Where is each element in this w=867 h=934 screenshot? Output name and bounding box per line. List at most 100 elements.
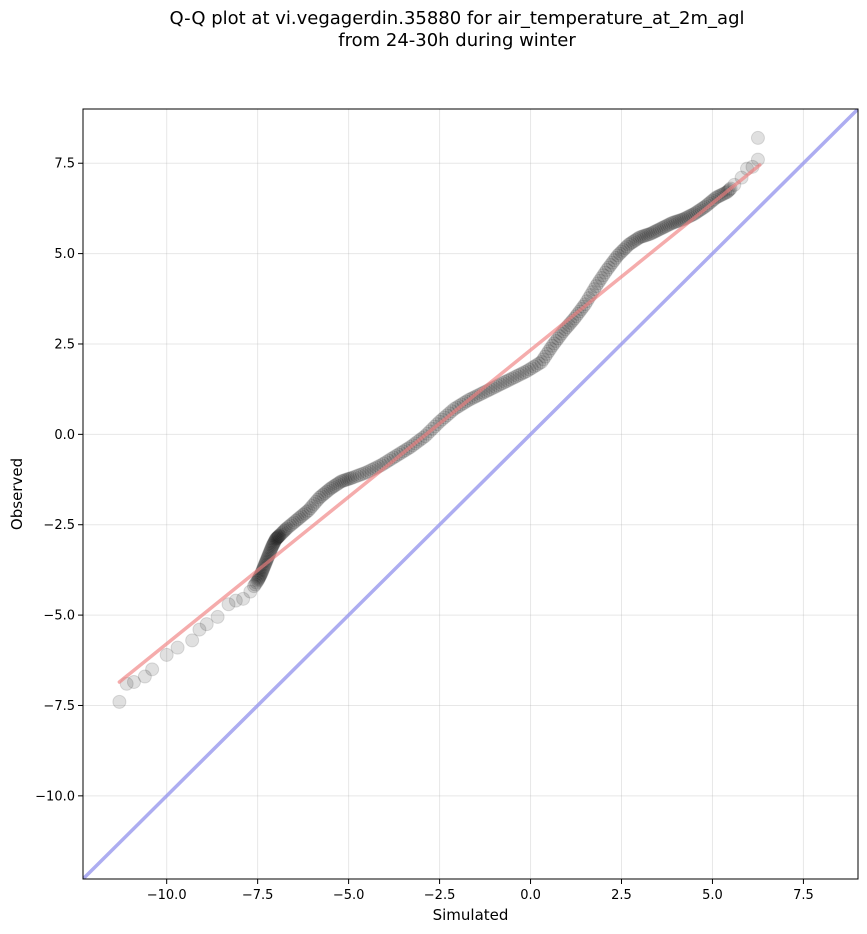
qq-point — [656, 220, 671, 235]
qq-point — [549, 333, 564, 348]
qq-point — [248, 577, 263, 592]
y-tick-label: 5.0 — [54, 247, 75, 262]
y-tick-label: −10.0 — [35, 789, 75, 804]
qq-point — [288, 513, 303, 528]
qq-point — [323, 481, 338, 496]
qq-point — [112, 694, 127, 709]
chart-title-line-2: from 24-30h during winter — [338, 30, 576, 51]
grid — [83, 109, 858, 879]
qq-point — [621, 237, 636, 252]
qq-point — [264, 540, 279, 555]
qq-point — [159, 647, 174, 662]
qq-point — [296, 507, 311, 522]
qq-point — [328, 477, 343, 492]
qq-point — [643, 226, 658, 241]
qq-point — [493, 377, 508, 392]
qq-point — [283, 518, 298, 533]
plot-data — [83, 109, 858, 879]
qq-point — [632, 230, 647, 245]
qq-point — [228, 593, 243, 608]
x-tick-label: −2.5 — [424, 888, 456, 903]
qq-point — [251, 572, 266, 587]
qq-point — [623, 236, 638, 251]
qq-point — [339, 472, 354, 487]
chart-title: Q-Q plot at vi.vegagerdin.35880 for air_… — [0, 8, 867, 52]
qq-point — [276, 524, 291, 539]
qq-point — [587, 282, 602, 297]
qq-point — [327, 479, 342, 494]
qq-point — [661, 217, 676, 232]
x-axis-label: Simulated — [433, 906, 509, 924]
qq-point — [362, 464, 377, 479]
qq-point — [347, 469, 362, 484]
qq-point — [663, 216, 678, 231]
qq-point — [267, 535, 282, 550]
qq-point — [250, 573, 265, 588]
y-tick-label: 0.0 — [54, 428, 75, 443]
qq-point — [612, 246, 627, 261]
qq-point — [634, 229, 649, 244]
qq-point — [532, 356, 547, 371]
qq-point — [341, 471, 356, 486]
qq-point — [343, 471, 358, 486]
qq-point — [294, 509, 309, 524]
qq-point — [301, 503, 316, 518]
qq-point — [249, 575, 264, 590]
qq-point — [290, 512, 305, 527]
qq-point — [352, 468, 367, 483]
qq-point — [522, 362, 537, 377]
qq-point — [610, 248, 625, 263]
qq-point — [670, 214, 685, 229]
qq-point — [137, 669, 152, 684]
qq-point — [357, 466, 372, 481]
qq-point — [317, 486, 332, 501]
qq-point — [543, 341, 558, 356]
x-tick-label: 0.0 — [520, 888, 541, 903]
qq-point — [539, 346, 554, 361]
qq-point — [287, 515, 302, 530]
qq-point — [507, 370, 522, 385]
qq-point — [332, 475, 347, 490]
qq-point — [269, 531, 284, 546]
chart-title-line-1: Q-Q plot at vi.vegagerdin.35880 for air_… — [169, 8, 745, 29]
qq-point — [538, 349, 553, 364]
y-axis-label: Observed — [8, 458, 26, 530]
qq-point — [592, 273, 607, 288]
qq-point — [345, 470, 360, 485]
qq-point — [210, 609, 225, 624]
qq-point — [524, 361, 539, 376]
fit-line — [117, 163, 762, 684]
qq-point — [336, 473, 351, 488]
qq-point — [307, 496, 322, 511]
qq-point — [609, 250, 624, 265]
qq-point — [654, 221, 669, 236]
qq-point — [274, 526, 289, 541]
y-tick-label: −7.5 — [43, 699, 75, 714]
qq-point — [652, 222, 667, 237]
x-tick-label: 7.5 — [793, 888, 814, 903]
qq-point — [268, 532, 283, 547]
qq-point — [534, 355, 549, 370]
identity-line — [83, 109, 858, 879]
qq-point — [321, 483, 336, 498]
qq-point — [319, 484, 334, 499]
qq-point — [490, 378, 505, 393]
y-tick-label: 7.5 — [54, 157, 75, 172]
qq-point — [192, 622, 207, 637]
qq-point — [569, 309, 584, 324]
qq-point — [599, 262, 614, 277]
x-tick-label: −5.0 — [333, 888, 365, 903]
qq-point — [277, 523, 292, 538]
qq-point — [750, 130, 765, 145]
qq-point — [265, 538, 280, 553]
qq-point — [589, 279, 604, 294]
qq-point — [271, 529, 286, 544]
qq-point — [221, 597, 236, 612]
plot-frame — [82, 108, 859, 880]
qq-point — [665, 215, 680, 230]
qq-point — [263, 543, 278, 558]
qq-point — [596, 268, 611, 283]
qq-point — [247, 579, 262, 594]
qq-point — [647, 224, 662, 239]
qq-point — [636, 229, 651, 244]
